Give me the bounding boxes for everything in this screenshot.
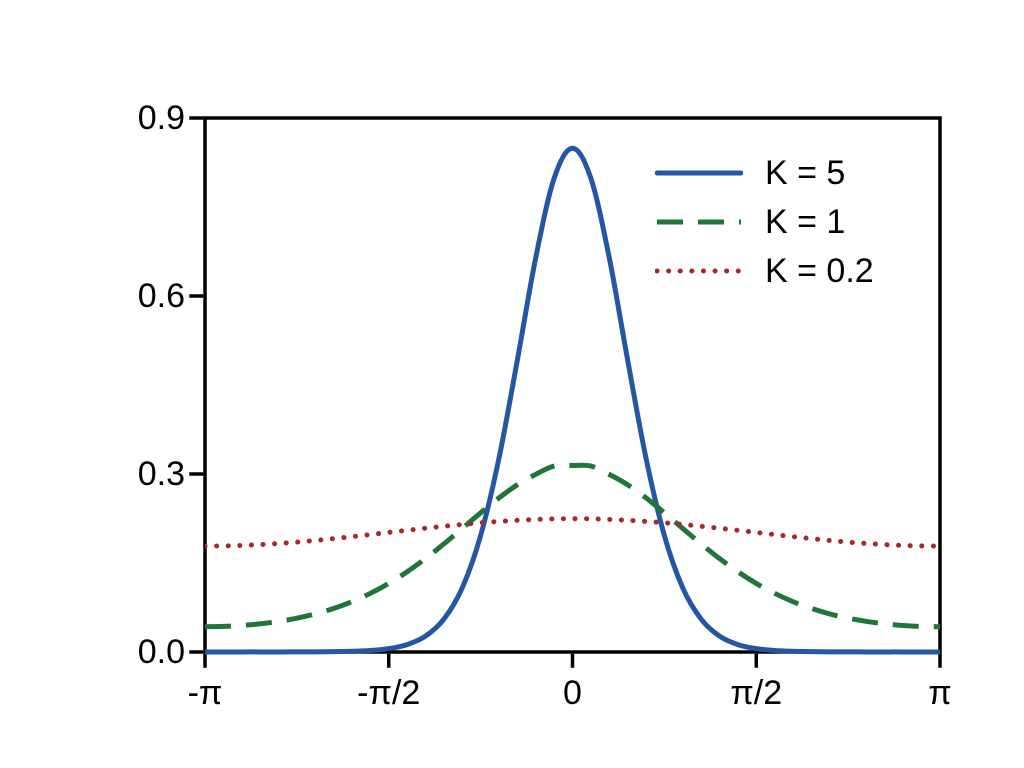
legend-row-k02: K = 0.2 <box>655 246 874 295</box>
curve-k5 <box>205 145 940 655</box>
legend-line-solid-icon <box>655 170 743 175</box>
y-tick-label-03: 0.3 <box>137 455 185 493</box>
y-tick-label-06: 0.6 <box>137 277 185 315</box>
x-tick-label-neg-pi: -π <box>187 674 223 712</box>
curve-k1 <box>205 462 940 630</box>
x-tick-label-pi: π <box>928 674 952 712</box>
curve-k02 <box>205 516 940 549</box>
y-tick-label-0: 0.0 <box>137 633 185 671</box>
legend-line-dotted-icon <box>655 268 743 273</box>
x-tick-label-half-pi: π/2 <box>730 674 783 712</box>
legend: K = 5 K = 1 K = 0.2 <box>655 148 874 295</box>
legend-line-dashed-icon <box>657 219 741 224</box>
legend-row-k1: K = 1 <box>655 197 874 246</box>
axes-frame <box>203 116 942 654</box>
legend-label-k1: K = 1 <box>765 202 846 241</box>
y-tick-label-09: 0.9 <box>137 99 185 137</box>
x-tick-label-zero: 0 <box>563 674 582 712</box>
legend-label-k02: K = 0.2 <box>765 251 874 290</box>
x-tick-label-neg-half-pi: -π/2 <box>357 674 421 712</box>
legend-label-k5: K = 5 <box>765 153 846 192</box>
legend-row-k5: K = 5 <box>655 148 874 197</box>
